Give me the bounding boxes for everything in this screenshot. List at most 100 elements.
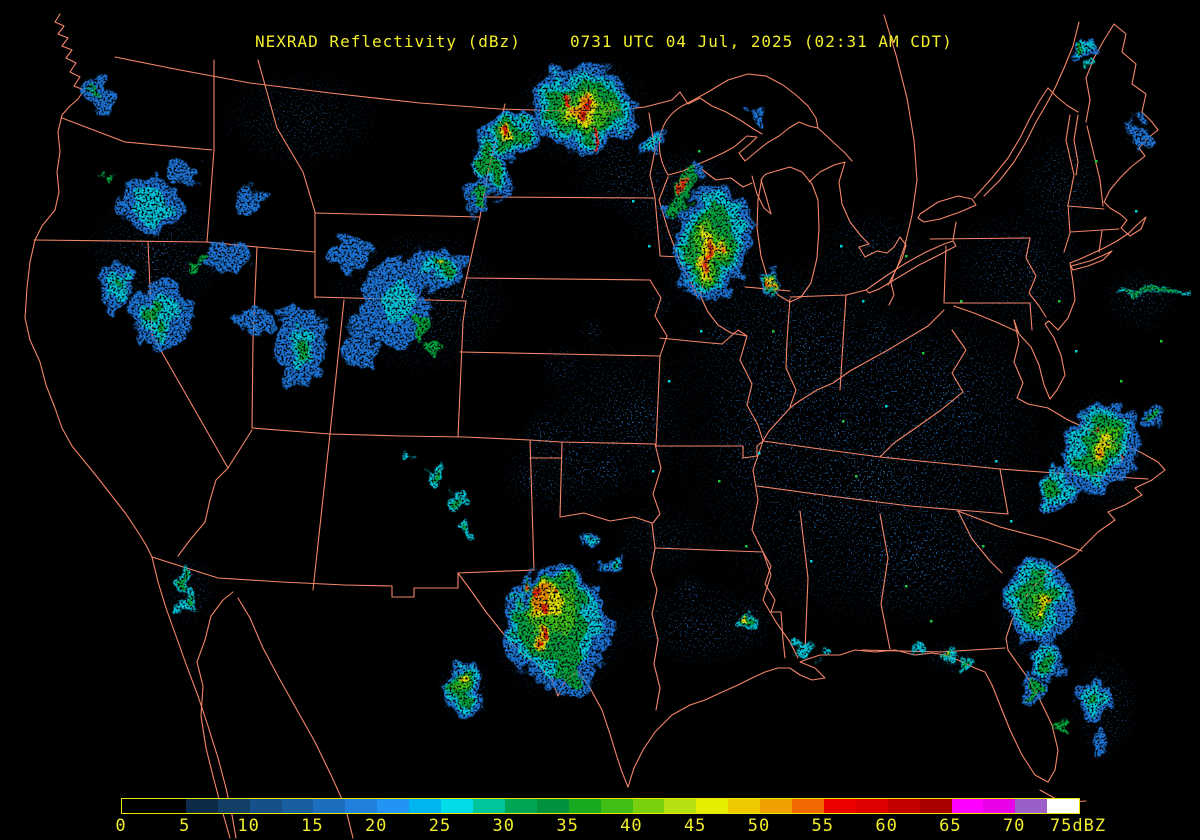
state-border-path xyxy=(457,300,467,438)
radar-echo xyxy=(810,205,930,295)
state-border-path xyxy=(1029,302,1033,331)
fleck xyxy=(1075,350,1078,353)
state-border-path xyxy=(879,513,891,650)
radar-echo xyxy=(644,289,676,321)
radar-echo xyxy=(567,91,575,101)
state-border-path xyxy=(529,439,535,571)
radar-echo xyxy=(690,162,710,178)
radar-echo xyxy=(672,572,708,608)
state-border-path xyxy=(114,56,763,135)
radar-echo xyxy=(708,254,712,266)
radar-echo xyxy=(614,394,666,446)
state-border-path xyxy=(699,257,799,659)
radar-echo xyxy=(1047,599,1053,609)
state-border-path xyxy=(312,433,331,591)
state-border-path xyxy=(227,429,253,469)
state-border-path xyxy=(785,298,797,408)
colorbar-segment xyxy=(887,799,920,813)
radar-echo xyxy=(1095,426,1099,434)
radar-echo xyxy=(915,643,925,653)
radar-echo xyxy=(944,404,976,436)
state-border-path xyxy=(929,237,1031,240)
colorbar-segment xyxy=(760,799,793,813)
state-border-path xyxy=(151,556,459,598)
radar-echo xyxy=(648,134,662,144)
fleck xyxy=(930,620,933,623)
radar-echo xyxy=(802,502,838,538)
state-border-path xyxy=(484,196,656,199)
radar-echo xyxy=(236,190,264,210)
fleck xyxy=(1120,380,1123,383)
radar-echo xyxy=(553,585,559,591)
timestamp-label: 0731 UTC 04 Jul, 2025 (02:31 AM CDT) xyxy=(570,32,953,51)
colorbar-tick-row: 0 5 10 15 20 25 30 35 40 45 50 55 60 65 70 75dBZ xyxy=(0,814,1200,838)
fleck xyxy=(862,300,865,303)
state-border-path xyxy=(1073,114,1079,176)
colorbar-segment xyxy=(345,799,378,813)
state-border-path xyxy=(237,597,354,839)
radar-echo xyxy=(944,649,948,655)
state-border-path xyxy=(1070,250,1113,271)
radar-echo xyxy=(158,324,166,340)
colorbar-segment xyxy=(472,799,505,813)
state-border-path xyxy=(251,246,258,429)
colorbar-segment xyxy=(664,799,697,813)
colorbar-tick-label: 65 xyxy=(939,816,962,836)
radar-echo xyxy=(538,343,582,387)
radar-echo xyxy=(671,169,695,215)
radar-echo xyxy=(743,613,749,621)
radar-echo xyxy=(583,109,587,117)
state-border-path xyxy=(314,212,481,218)
state-border-path xyxy=(257,59,316,213)
fleck xyxy=(698,150,701,153)
radar-echo xyxy=(514,464,546,496)
colorbar-segment xyxy=(1047,799,1080,813)
state-border-path xyxy=(699,167,753,188)
state-border-path xyxy=(861,647,1006,653)
state-border-path xyxy=(329,299,345,435)
colorbar-segment xyxy=(792,799,824,813)
colorbar-segment xyxy=(313,799,346,813)
fleck xyxy=(700,330,703,333)
fleck xyxy=(758,452,761,455)
colorbar-segment xyxy=(823,799,856,813)
radar-echo xyxy=(180,572,188,590)
colorbar-segment xyxy=(600,799,633,813)
radar-echo xyxy=(541,608,551,616)
colorbar-tick-label: 15 xyxy=(301,816,324,836)
fleck xyxy=(632,200,635,203)
radar-echo xyxy=(298,340,308,364)
state-border-path xyxy=(762,551,786,659)
state-border-path xyxy=(943,245,947,304)
radar-echo xyxy=(794,640,806,656)
fleck xyxy=(648,245,651,248)
colorbar-segment xyxy=(568,799,601,813)
state-border-path xyxy=(651,443,662,525)
radar-echo xyxy=(1017,130,1107,240)
radar-echo xyxy=(585,535,599,545)
colorbar-segment xyxy=(249,799,282,813)
state-border-path xyxy=(654,197,661,256)
state-border-path xyxy=(999,468,1009,515)
radar-echo xyxy=(1130,119,1150,151)
colorbar-segment xyxy=(632,799,665,813)
radar-echo xyxy=(184,595,190,607)
radar-echo xyxy=(165,550,215,630)
state-border-path xyxy=(1013,319,1029,405)
state-borders-layer xyxy=(24,13,1166,839)
radar-echo xyxy=(170,158,200,182)
fleck xyxy=(1135,210,1138,213)
state-border-path xyxy=(817,127,853,162)
colorbar-tick-label: 70 xyxy=(1002,816,1026,836)
fleck xyxy=(842,420,845,423)
radar-echo xyxy=(459,673,465,683)
state-border-path xyxy=(33,239,208,243)
state-border-path xyxy=(650,547,661,711)
colorbar-tick-label: 60 xyxy=(875,816,898,836)
colorbar-tick-label: 5 xyxy=(179,816,191,836)
radar-echo xyxy=(403,448,413,462)
state-border-path xyxy=(1065,114,1075,176)
colorbar-segment xyxy=(983,799,1016,813)
radar-echo xyxy=(237,306,273,334)
